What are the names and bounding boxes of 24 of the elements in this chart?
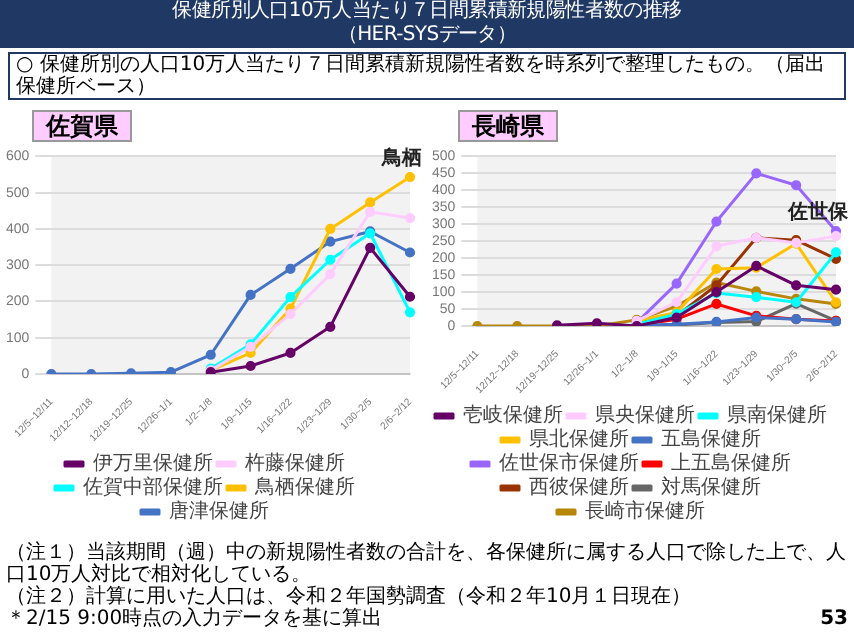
legend-label: 壱岐保健所: [463, 403, 563, 428]
legend-label: 西彼保健所: [529, 475, 629, 500]
legend-label: 唐津保健所: [169, 499, 269, 524]
legend-label: 上五島保健所: [671, 451, 791, 476]
legend-label: 県央保健所: [595, 403, 695, 428]
legend-label: 対馬保健所: [661, 475, 761, 500]
text: ○ 保健所別の人口10万人当たり７日間累積新規陽性者数を時系列で整理したもの。（届出保健所ベース）: [8, 52, 846, 100]
legend-label: 長崎市保健所: [585, 499, 705, 524]
chart-title: 長崎県: [458, 110, 558, 142]
legend-label: 鳥栖保健所: [253, 475, 355, 500]
legend-label: 佐世保市保健所: [499, 451, 639, 476]
text: 53: [820, 608, 848, 630]
text: （HER-SYSデータ）: [0, 24, 854, 48]
text: （注２）計算に用いた人口は、令和２年国勢調査（令和２年10月１日現在）: [6, 586, 694, 608]
legend-label: 五島保健所: [661, 427, 761, 452]
legend-label: 県南保健所: [727, 403, 827, 428]
annotation: 鳥栖: [380, 146, 422, 171]
legend-label: 杵藤保健所: [243, 451, 345, 476]
text: （注１）当該期間（週）中の新規陽性者数の合計を、各保健所に属する人口で除した上で、人口10万人対比で相対化している。: [6, 542, 848, 586]
legend-label: 県北保健所: [529, 427, 629, 452]
legend-label: 佐賀中部保健所: [83, 475, 223, 500]
text: ＊2/15 9:00時点の入力データを基に算出: [6, 608, 383, 630]
chart-title: 佐賀県: [32, 110, 132, 142]
legend-label: 伊万里保健所: [93, 451, 213, 476]
